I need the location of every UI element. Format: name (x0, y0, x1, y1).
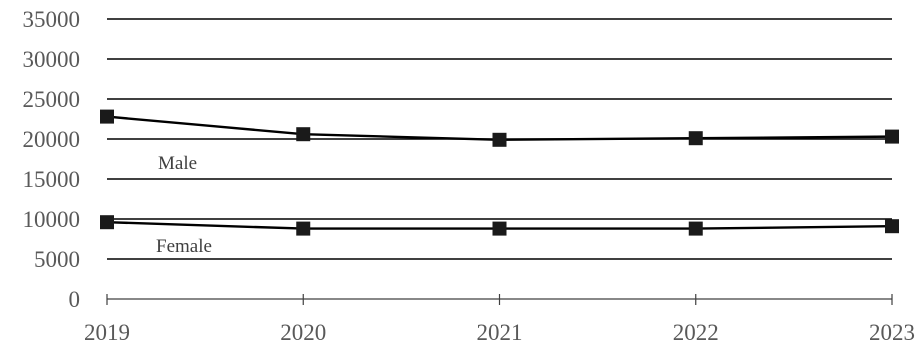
male-marker-2022 (688, 131, 703, 146)
female-marker-2019 (100, 215, 114, 230)
x-tick-label-2019: 2019 (84, 320, 130, 345)
male-marker-2021 (492, 132, 507, 147)
male-marker-2023 (885, 129, 899, 144)
y-tick-label-15000: 15000 (23, 167, 81, 192)
y-tick-label-10000: 10000 (23, 207, 81, 232)
x-tick-label-2022: 2022 (673, 320, 719, 345)
y-tick-labels: 0 5000 10000 15000 20000 25000 30000 35000 (23, 7, 81, 312)
y-tick-label-0: 0 (69, 287, 81, 312)
axes (106, 294, 893, 305)
x-tick-label-2023: 2023 (869, 320, 915, 345)
x-tick-label-2020: 2020 (280, 320, 326, 345)
male-marker-2020 (296, 127, 311, 142)
x-tick-labels: 2019 2020 2021 2022 2023 (84, 320, 915, 345)
y-tick-label-5000: 5000 (34, 247, 80, 272)
female-marker-2022 (688, 221, 703, 236)
x-tick-label-2021: 2021 (477, 320, 523, 345)
female-series-label: Female (156, 236, 212, 257)
female-marker-2023 (885, 219, 899, 234)
female-marker-2021 (492, 221, 507, 236)
female-marker-2020 (296, 221, 311, 236)
y-tick-label-35000: 35000 (23, 7, 81, 32)
y-tick-label-25000: 25000 (23, 87, 81, 112)
male-series-label: Male (158, 153, 197, 174)
series-markers (100, 109, 899, 236)
y-tick-label-30000: 30000 (23, 47, 81, 72)
y-tick-label-20000: 20000 (23, 127, 81, 152)
gridlines (107, 18, 892, 260)
male-marker-2019 (100, 109, 114, 124)
